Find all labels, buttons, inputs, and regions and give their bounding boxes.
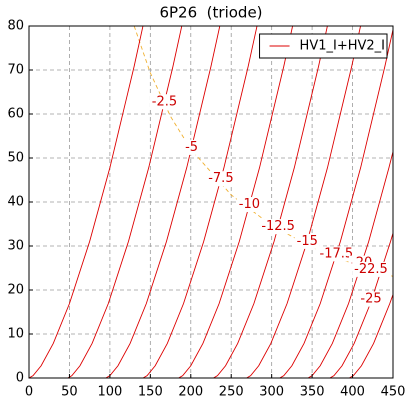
- curve-label: -22.5: [354, 262, 388, 277]
- x-tick-label: 100: [97, 385, 122, 400]
- legend: HV1_I+HV2_I: [259, 33, 388, 59]
- plate-curve: [329, 232, 393, 378]
- curve-label: -25: [360, 292, 381, 307]
- curve-label-bg: [358, 291, 384, 307]
- x-tick-label: 50: [61, 385, 78, 400]
- y-tick-label: 30: [7, 239, 24, 254]
- curve-label-bg: [183, 139, 201, 155]
- curve-label: -17.5: [320, 246, 354, 261]
- curve-label: -5: [185, 140, 198, 155]
- curve-label-bg: [317, 246, 356, 262]
- curve-label-bg: [236, 197, 263, 213]
- chart-title: 6P26 (triode): [159, 4, 262, 22]
- curve-label: -2.5: [152, 94, 177, 109]
- x-tick-label: 300: [259, 385, 284, 400]
- x-tick-label: 0: [25, 385, 33, 400]
- x-tick-label: 400: [340, 385, 365, 400]
- y-tick-label: 20: [7, 283, 24, 298]
- curve-label-bg: [259, 219, 297, 235]
- curve-label-bg: [149, 94, 180, 110]
- plate-curve: [279, 29, 393, 378]
- plate-curve: [178, 26, 294, 378]
- plate-curve: [142, 26, 258, 378]
- x-tick-label: 350: [300, 385, 325, 400]
- curve-labels: -2.5-5-7.5-10-12.5-15-17.5-20-22.5-25: [149, 94, 390, 307]
- plate-curve: [307, 151, 393, 378]
- curve-label-bg: [352, 261, 390, 277]
- x-tick-label: 450: [381, 385, 406, 400]
- plate-curve: [246, 26, 362, 378]
- x-tick-label: 250: [219, 385, 244, 400]
- curve-label: -12.5: [261, 219, 295, 234]
- x-tick-label: 200: [178, 385, 203, 400]
- y-tick-label: 60: [7, 107, 24, 122]
- y-tick-label: 80: [7, 19, 24, 34]
- plate-curve: [105, 26, 221, 378]
- legend-label: HV1_I+HV2_I: [300, 39, 385, 54]
- y-tick-label: 40: [7, 195, 24, 210]
- x-tick-label: 150: [138, 385, 163, 400]
- plate-curve: [29, 26, 144, 378]
- curve-label-bg: [294, 233, 320, 249]
- y-tick-label: 0: [16, 371, 24, 386]
- plate-curve: [213, 26, 328, 378]
- curve-label: -7.5: [208, 171, 233, 186]
- y-tick-label: 10: [7, 327, 24, 342]
- curve-label: -10: [239, 197, 260, 212]
- curve-label-bg: [206, 171, 236, 187]
- y-tick-label: 70: [7, 63, 24, 78]
- y-tick-label: 50: [7, 151, 24, 166]
- axes: 0 50 100 150 200 250 300 350 400 450 0 10 20 30 40 50 60…: [7, 19, 405, 400]
- curve-label: -15: [297, 234, 318, 249]
